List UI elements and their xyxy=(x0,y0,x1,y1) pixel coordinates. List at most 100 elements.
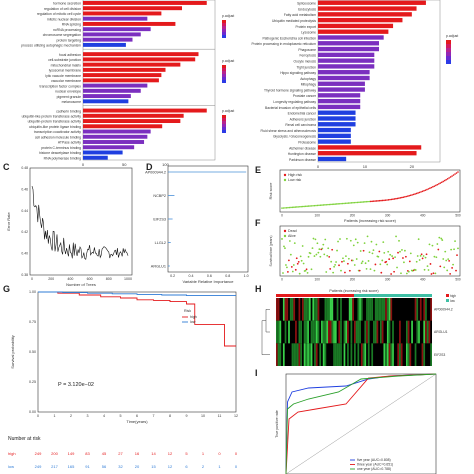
e-risk-point xyxy=(285,206,288,209)
g-x-tick: 10 xyxy=(201,414,205,418)
e-risk-point xyxy=(408,194,410,197)
f-alive-point xyxy=(334,263,336,266)
h-cell xyxy=(307,320,309,344)
h-cell xyxy=(277,320,280,344)
kegg-bar xyxy=(318,52,375,58)
h-cell xyxy=(430,343,432,366)
e-risk-point xyxy=(402,196,405,199)
go-term-label: melanosome xyxy=(62,100,82,104)
g-risk-value: 12 xyxy=(168,464,173,469)
g-risk-value: 56 xyxy=(102,464,107,469)
e-risk-point xyxy=(331,203,334,206)
h-cell xyxy=(329,320,332,344)
f-alive-point xyxy=(441,239,444,241)
go-bar xyxy=(83,108,207,113)
kegg-bar xyxy=(318,145,422,150)
e-risk-point xyxy=(294,206,297,208)
e-x-tick: 400 xyxy=(420,214,426,218)
f-x-tick: 100 xyxy=(315,278,321,282)
f-alive-point xyxy=(434,272,437,275)
go-term-label: transcription coactivator activity xyxy=(34,130,81,134)
f-dead-point xyxy=(390,273,393,275)
f-alive-point xyxy=(300,259,303,262)
f-dead-point xyxy=(358,269,361,272)
kegg-term-label: Protein processing in endoplasmic reticu… xyxy=(251,42,316,46)
h-cell xyxy=(380,298,382,321)
panel-label-c: C xyxy=(3,162,10,172)
c-y-label: Error Rate xyxy=(6,212,11,231)
d-gene-label: AP000944.2 xyxy=(145,171,166,175)
f-alive-point xyxy=(293,242,296,244)
e-risk-point xyxy=(448,177,450,179)
d-x-tick: 0.2 xyxy=(170,274,175,278)
h-cell xyxy=(374,298,377,321)
f-alive-point xyxy=(288,240,291,242)
e-risk-point xyxy=(352,201,354,204)
c-x-tick: 0 xyxy=(31,277,33,281)
e-risk-point xyxy=(325,203,328,206)
go-bar xyxy=(83,94,131,99)
h-cell xyxy=(383,343,386,366)
kegg-term-label: Hippo signaling pathway xyxy=(280,71,316,75)
h-legend-low-swatch xyxy=(446,299,449,302)
go-term-label: transcription factor complex xyxy=(40,84,82,88)
e-risk-point xyxy=(446,178,449,180)
f-dead-point xyxy=(429,263,432,265)
go-x-tick: 100 xyxy=(162,162,169,167)
f-dead-point xyxy=(404,255,407,258)
g-x-label: Time(years) xyxy=(126,419,148,424)
f-alive-point xyxy=(335,261,337,263)
h-cell xyxy=(277,298,280,321)
f-alive-point xyxy=(372,249,375,252)
h-cell xyxy=(381,320,384,344)
h-cell xyxy=(380,320,382,344)
h-cell xyxy=(338,320,341,344)
h-cell xyxy=(291,343,294,366)
e-risk-point xyxy=(365,200,368,203)
e-risk-point xyxy=(364,201,366,203)
f-alive-point xyxy=(399,250,401,253)
go-term-label: vacuolar membrane xyxy=(51,79,81,83)
f-alive-point xyxy=(281,238,283,240)
f-alive-point xyxy=(343,260,345,262)
kegg-bar xyxy=(318,110,356,115)
h-cell xyxy=(423,343,426,366)
go-legend-swatch xyxy=(222,32,226,35)
f-x-tick: 500 xyxy=(455,278,461,282)
h-cell xyxy=(386,320,389,344)
f-alive-point xyxy=(401,249,403,251)
go-bar xyxy=(83,88,141,93)
e-risk-point xyxy=(380,199,382,202)
f-alive-point xyxy=(433,255,436,258)
h-cell xyxy=(390,298,393,321)
go-legend-swatch xyxy=(222,124,226,127)
h-cell xyxy=(385,298,387,321)
f-alive-point xyxy=(289,253,292,256)
h-cell xyxy=(419,298,422,321)
c-x-tick: 200 xyxy=(48,277,54,281)
f-frame xyxy=(279,225,461,277)
h-cell xyxy=(357,320,360,344)
e-legend-high-dot xyxy=(283,173,287,177)
go-term-label: cell-substrate junction xyxy=(48,58,81,62)
e-risk-point xyxy=(375,200,378,202)
f-alive-point xyxy=(323,253,326,256)
d-x-tick: 1.0 xyxy=(244,274,249,278)
h-legend-high: high xyxy=(450,294,456,298)
go-term-label: RNA polymerase binding xyxy=(44,156,81,160)
h-gene-label: AP000944.2 xyxy=(434,307,453,311)
d-gene-label: NCBP2 xyxy=(153,194,166,198)
go-bar xyxy=(83,124,163,129)
i-roc-one-year xyxy=(285,373,437,474)
h-cell xyxy=(352,298,354,321)
h-cell xyxy=(293,298,296,321)
kegg-term-label: Prostate cancer xyxy=(293,94,317,98)
h-legend-high-swatch xyxy=(446,294,449,297)
f-alive-point xyxy=(366,235,369,238)
kegg-bar xyxy=(318,151,417,156)
kegg-term-label: Fluid shear stress and atherosclerosis xyxy=(260,129,316,133)
e-legend-low-dot xyxy=(283,178,287,182)
f-alive-point xyxy=(319,255,322,258)
g-x-tick: 3 xyxy=(87,414,89,418)
go-bar xyxy=(83,6,182,11)
